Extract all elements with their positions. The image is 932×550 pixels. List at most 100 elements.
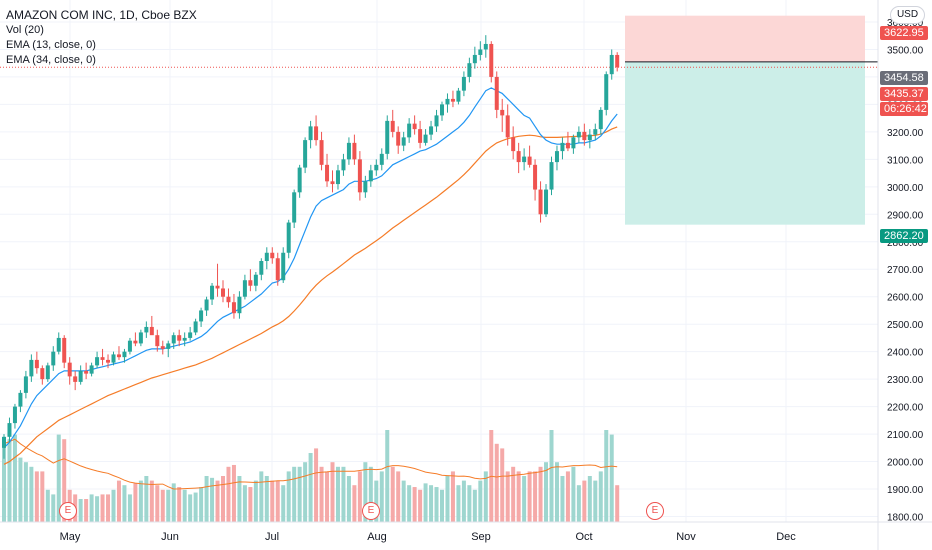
candle-body bbox=[122, 351, 127, 358]
volume-bar bbox=[467, 485, 472, 522]
volume-bar bbox=[2, 443, 6, 522]
candle-body bbox=[456, 90, 461, 102]
volume-bar bbox=[308, 453, 313, 522]
candle bbox=[549, 156, 554, 196]
indicator-volume[interactable]: Vol (20) bbox=[6, 24, 44, 36]
candle-body bbox=[182, 337, 187, 341]
candle-body bbox=[56, 337, 61, 352]
candle-body bbox=[423, 134, 428, 143]
candle bbox=[478, 41, 483, 61]
volume-bar bbox=[461, 480, 466, 522]
candle-body bbox=[40, 368, 45, 380]
candle bbox=[407, 118, 412, 143]
volume-bar bbox=[133, 483, 138, 522]
candle bbox=[100, 348, 105, 366]
candle bbox=[297, 164, 302, 198]
symbol-title[interactable]: AMAZON COM INC, 1D, Cboe BZX bbox=[6, 8, 197, 22]
volume-bar bbox=[204, 476, 209, 522]
candle bbox=[40, 365, 45, 385]
candle bbox=[598, 107, 603, 135]
price-tick-label: 2300.00 bbox=[887, 375, 924, 386]
volume-bar bbox=[215, 480, 220, 522]
volume-bar bbox=[160, 489, 165, 522]
candle-body bbox=[565, 142, 570, 149]
candle-body bbox=[95, 357, 100, 366]
volume-bar bbox=[483, 471, 488, 522]
chart-legend: AMAZON COM INC, 1D, Cboe BZX Vol (20) EM… bbox=[6, 8, 197, 68]
candle bbox=[587, 129, 592, 149]
earnings-marker[interactable]: E bbox=[362, 502, 380, 520]
candle-body bbox=[138, 332, 143, 344]
current-price-tag: 3435.37 bbox=[880, 87, 928, 101]
candle-body bbox=[549, 162, 554, 190]
volume-bar bbox=[122, 485, 127, 522]
candle-body bbox=[346, 142, 351, 160]
volume-bar bbox=[270, 480, 275, 522]
candle-body bbox=[100, 357, 105, 360]
candle-body bbox=[396, 131, 401, 146]
countdown-tag: 06:26:42 bbox=[880, 102, 928, 116]
candle bbox=[144, 321, 149, 338]
volume-bar bbox=[516, 471, 521, 522]
ema34-line bbox=[3, 126, 618, 465]
volume-bar bbox=[335, 466, 340, 522]
candle bbox=[461, 71, 466, 97]
candle-body bbox=[341, 159, 346, 171]
volume-bar bbox=[456, 485, 461, 522]
volume-bar bbox=[12, 434, 17, 522]
indicator-ema34[interactable]: EMA (34, close, 0) bbox=[6, 54, 96, 66]
candle-body bbox=[18, 392, 23, 407]
candle bbox=[89, 362, 94, 377]
candle bbox=[396, 126, 401, 154]
price-tick-label: 3500.00 bbox=[887, 45, 924, 56]
indicator-ema13[interactable]: EMA (13, close, 0) bbox=[6, 39, 96, 51]
candle bbox=[182, 332, 187, 347]
earnings-marker[interactable]: E bbox=[646, 502, 664, 520]
price-tick-label: 3000.00 bbox=[887, 183, 924, 194]
candle-body bbox=[330, 181, 335, 185]
volume-bar bbox=[226, 466, 231, 522]
volume-bar bbox=[450, 471, 455, 522]
volume-bar bbox=[264, 476, 269, 522]
last-price-tag: 3454.58 bbox=[880, 71, 928, 85]
candle-body bbox=[166, 343, 171, 349]
volume-bar bbox=[576, 485, 581, 522]
volume-bar bbox=[538, 466, 543, 522]
candle bbox=[582, 123, 587, 146]
volume-bar bbox=[259, 471, 264, 522]
volume-bar bbox=[144, 476, 149, 522]
candle-body bbox=[237, 296, 242, 314]
volume-bar bbox=[127, 494, 132, 522]
volume-bar bbox=[29, 466, 34, 522]
candle bbox=[494, 71, 499, 119]
time-tick-label: Sep bbox=[471, 531, 491, 543]
candle-body bbox=[116, 354, 121, 358]
candle-body bbox=[188, 332, 193, 338]
volume-bar bbox=[346, 476, 351, 522]
candle-body bbox=[259, 261, 264, 275]
candle bbox=[138, 329, 143, 347]
volume-bar bbox=[242, 485, 247, 522]
earnings-marker[interactable]: E bbox=[59, 502, 77, 520]
candle bbox=[434, 109, 439, 132]
price-tick-label: 3100.00 bbox=[887, 155, 924, 166]
candle bbox=[615, 52, 620, 72]
candle bbox=[303, 137, 308, 174]
candle bbox=[286, 219, 291, 259]
candle bbox=[544, 184, 549, 218]
candle-body bbox=[73, 376, 78, 382]
candle-body bbox=[231, 302, 236, 314]
volume-bar bbox=[253, 480, 258, 522]
ema13-line bbox=[3, 87, 618, 449]
take-profit-zone bbox=[625, 61, 865, 225]
candle bbox=[51, 346, 56, 371]
candle bbox=[199, 307, 204, 327]
candle-body bbox=[379, 153, 384, 165]
candle-body bbox=[511, 137, 516, 152]
volume-bar bbox=[533, 471, 538, 522]
currency-button[interactable]: USD bbox=[890, 6, 925, 24]
volume-bar bbox=[177, 487, 182, 522]
candle bbox=[122, 348, 127, 363]
candle bbox=[357, 151, 362, 201]
